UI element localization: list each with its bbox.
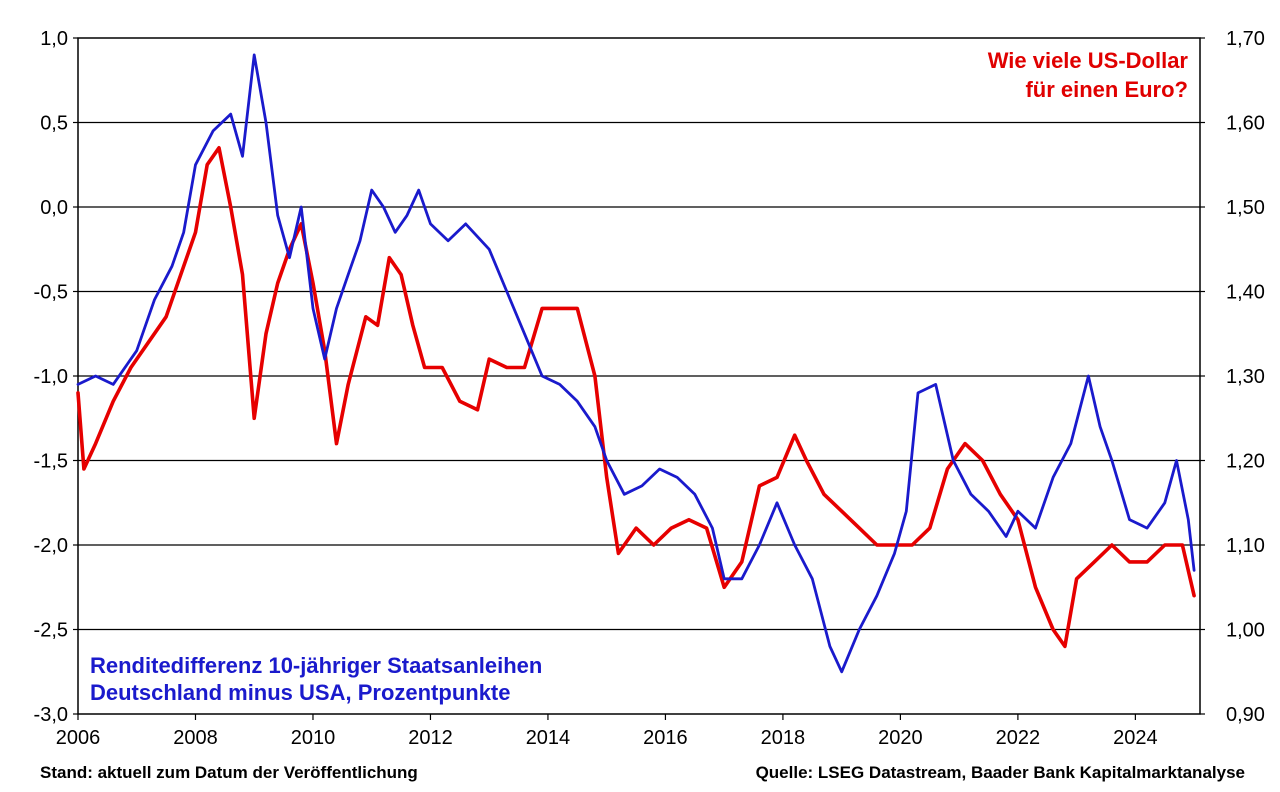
x-axis-ticks: 2006 2008 2010 2012 2014 2016 2018 2020 2022 2024	[56, 714, 1158, 749]
series-line-eurusd	[76, 146, 1196, 649]
left-tick-label: -2,5	[34, 620, 68, 642]
right-tick-label: 0,90	[1226, 704, 1265, 726]
left-tick-label: 0,5	[40, 113, 68, 135]
right-tick-label: 1,20	[1226, 451, 1265, 473]
x-tick-label: 2020	[878, 727, 923, 749]
left-tick-label: -0,5	[34, 282, 68, 304]
x-tick-label: 2024	[1113, 727, 1158, 749]
series-label-spread-line1: Renditedifferenz 10-jähriger Staatsanlei…	[90, 653, 542, 678]
right-tick-label: 1,00	[1226, 620, 1265, 642]
right-tick-label: 1,50	[1226, 197, 1265, 219]
left-tick-label: -1,0	[34, 366, 68, 388]
x-tick-label: 2010	[291, 727, 336, 749]
left-tick-label: 1,0	[40, 28, 68, 50]
left-tick-label: -1,5	[34, 451, 68, 473]
right-tick-label: 1,70	[1226, 28, 1265, 50]
x-tick-label: 2022	[996, 727, 1041, 749]
x-tick-label: 2008	[173, 727, 218, 749]
right-tick-label: 1,40	[1226, 282, 1265, 304]
right-tick-label: 1,60	[1226, 113, 1265, 135]
left-tick-label: -3,0	[34, 704, 68, 726]
x-tick-label: 2014	[526, 727, 571, 749]
series-label-eurusd-line2: für einen Euro?	[1025, 77, 1188, 102]
x-tick-label: 2012	[408, 727, 453, 749]
right-tick-label: 1,10	[1226, 535, 1265, 557]
right-axis-ticks: 1,70 1,60 1,50 1,40 1,30 1,20 1,10 1,00 0,90	[1200, 28, 1265, 726]
series-layer	[76, 53, 1196, 674]
series-label-spread-line2: Deutschland minus USA, Prozentpunkte	[90, 680, 511, 705]
left-axis-ticks: 1,0 0,5 0,0 -0,5 -1,0 -1,5 -2,0 -2,5 -3,0	[34, 28, 78, 726]
footer-source: Quelle: LSEG Datastream, Baader Bank Kap…	[756, 763, 1245, 782]
footer-stand: Stand: aktuell zum Datum der Veröffentli…	[40, 763, 418, 782]
left-tick-label: -2,0	[34, 535, 68, 557]
series-label-eurusd-line1: Wie viele US-Dollar	[988, 48, 1189, 73]
series-line-yield-spread	[76, 53, 1196, 674]
x-tick-label: 2006	[56, 727, 101, 749]
right-tick-label: 1,30	[1226, 366, 1265, 388]
x-tick-label: 2016	[643, 727, 688, 749]
x-tick-label: 2018	[761, 727, 806, 749]
left-tick-label: 0,0	[40, 197, 68, 219]
